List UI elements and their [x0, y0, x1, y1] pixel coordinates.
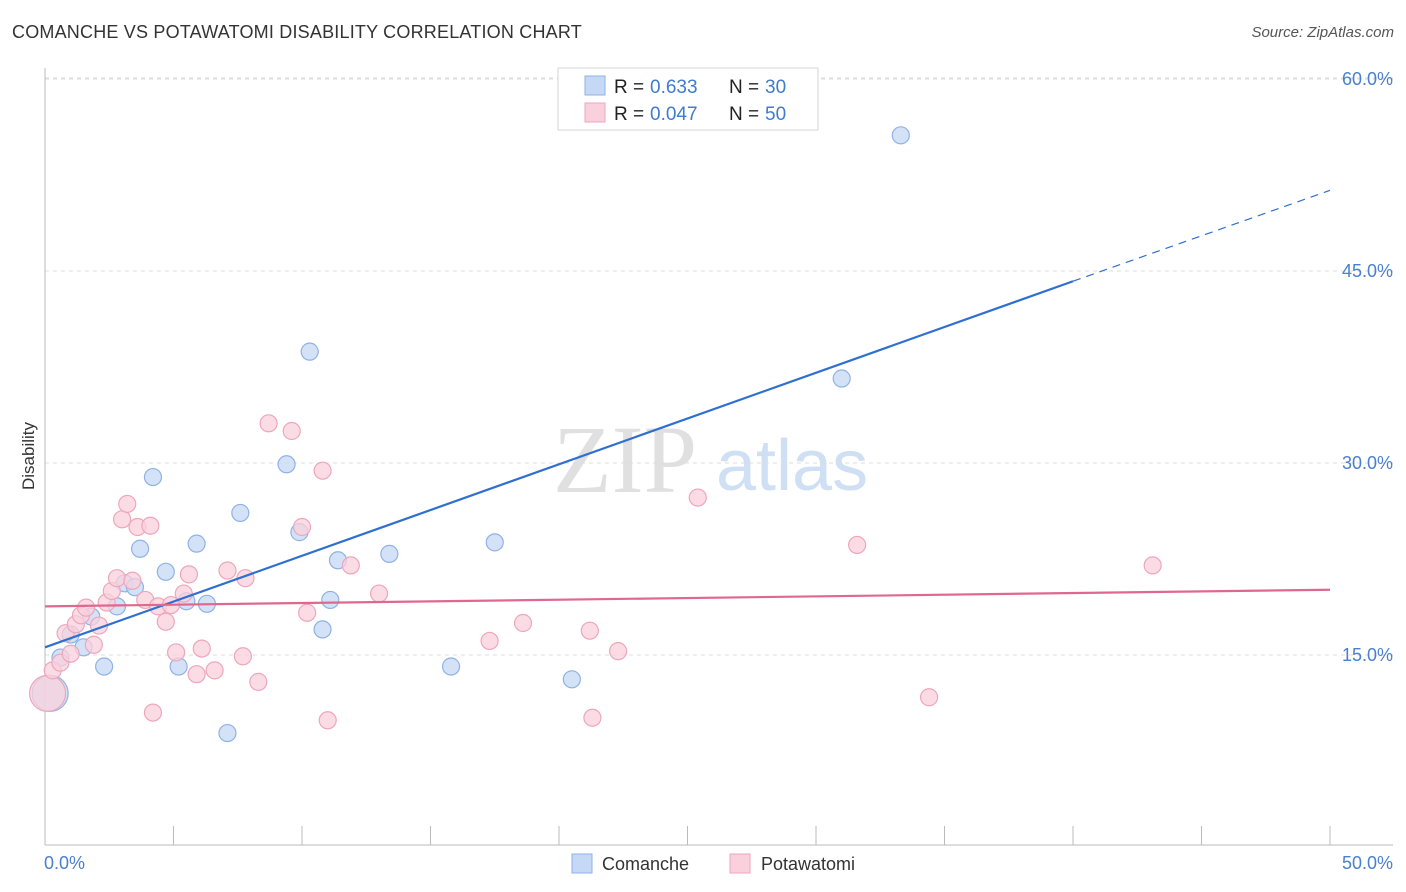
potawatomi-point	[282, 421, 301, 441]
comanche-point	[95, 657, 114, 676]
legend-n-label: N =	[729, 77, 759, 98]
watermark-atlas: atlas	[716, 426, 868, 506]
comanche-point	[231, 503, 250, 523]
legend-n-value: 30	[765, 77, 786, 98]
potawatomi-point	[77, 598, 96, 617]
y-tick-label: 15.0%	[1342, 645, 1393, 665]
comanche-point	[218, 723, 237, 743]
source-label: Source: ZipAtlas.com	[1251, 24, 1394, 41]
potawatomi-point	[609, 642, 628, 661]
chart-title: COMANCHE VS POTAWATOMI DISABILITY CORREL…	[12, 22, 582, 42]
potawatomi-point	[218, 561, 237, 580]
potawatomi-point	[61, 644, 80, 663]
legend-r-label: R =	[614, 104, 644, 125]
correlation-legend: R = 0.633 N = 30 R = 0.047 N = 50	[557, 67, 819, 131]
legend-comanche-swatch	[571, 853, 593, 874]
potawatomi-point	[174, 584, 193, 603]
legend-potawatomi-swatch	[584, 102, 606, 123]
comanche-point	[441, 657, 461, 676]
potawatomi-point	[28, 674, 67, 713]
comanche-point	[562, 670, 581, 689]
legend-comanche-swatch	[584, 75, 606, 96]
potawatomi-trend-line	[44, 588, 1331, 608]
legend-r-value: 0.633	[650, 77, 698, 98]
comanche-point	[832, 369, 851, 388]
comanche-point	[277, 455, 296, 474]
series-legend: Comanche Potawatomi	[571, 853, 855, 874]
potawatomi-point	[688, 488, 707, 507]
potawatomi-point	[141, 516, 160, 535]
potawatomi-point	[205, 661, 224, 680]
comanche-trend-extension	[1072, 189, 1331, 282]
potawatomi-point	[84, 635, 103, 654]
legend-r-value: 0.047	[650, 104, 698, 125]
potawatomi-point	[848, 535, 867, 555]
axes	[44, 68, 1393, 846]
potawatomi-point	[249, 672, 268, 691]
potawatomi-points	[28, 414, 1162, 730]
potawatomi-point	[112, 510, 132, 529]
potawatomi-point	[143, 703, 163, 722]
comanche-point	[300, 342, 319, 361]
potawatomi-point	[233, 647, 252, 666]
comanche-point	[891, 126, 910, 145]
comanche-point	[321, 590, 340, 610]
potawatomi-point	[513, 613, 533, 633]
potawatomi-point	[107, 569, 127, 588]
potawatomi-point	[166, 643, 186, 662]
legend-r-label: R =	[614, 77, 644, 98]
legend-n-label: N =	[729, 104, 759, 125]
potawatomi-point	[259, 414, 278, 433]
potawatomi-point	[318, 711, 337, 730]
potawatomi-point	[187, 665, 206, 684]
potawatomi-point	[292, 517, 312, 537]
legend-comanche-label: Comanche	[602, 854, 689, 874]
potawatomi-point	[179, 565, 199, 584]
tick-labels: 15.0% 30.0% 45.0% 60.0% 0.0% 50.0%	[44, 69, 1393, 873]
trend-lines	[44, 189, 1331, 649]
comanche-point	[485, 533, 504, 552]
potawatomi-point	[156, 612, 175, 631]
comanche-point	[130, 539, 150, 558]
potawatomi-point	[580, 621, 599, 640]
y-axis-label: Disability	[19, 421, 38, 490]
y-tick-label: 45.0%	[1342, 261, 1393, 281]
potawatomi-point	[192, 639, 211, 658]
potawatomi-point	[341, 556, 360, 575]
potawatomi-point	[118, 494, 137, 514]
x-tick-label: 0.0%	[44, 853, 85, 873]
comanche-point	[156, 562, 175, 581]
y-tick-label: 60.0%	[1342, 69, 1393, 89]
x-tick-label: 50.0%	[1342, 853, 1393, 873]
comanche-point	[313, 620, 332, 639]
legend-n-value: 50	[765, 104, 786, 125]
legend-potawatomi-label: Potawatomi	[761, 854, 855, 874]
comanche-point	[143, 467, 163, 487]
legend-potawatomi-swatch	[729, 853, 751, 874]
potawatomi-point	[123, 571, 142, 590]
potawatomi-point	[313, 461, 332, 480]
potawatomi-point	[480, 631, 499, 651]
potawatomi-point	[1143, 556, 1162, 575]
comanche-trend-line	[44, 280, 1074, 649]
comanche-point	[187, 534, 206, 553]
potawatomi-point	[370, 584, 389, 603]
potawatomi-point	[298, 603, 317, 622]
comanche-point	[380, 544, 399, 563]
potawatomi-point	[919, 688, 939, 707]
y-tick-label: 30.0%	[1342, 453, 1393, 473]
grid-lines	[45, 77, 1393, 656]
potawatomi-point	[583, 708, 602, 727]
